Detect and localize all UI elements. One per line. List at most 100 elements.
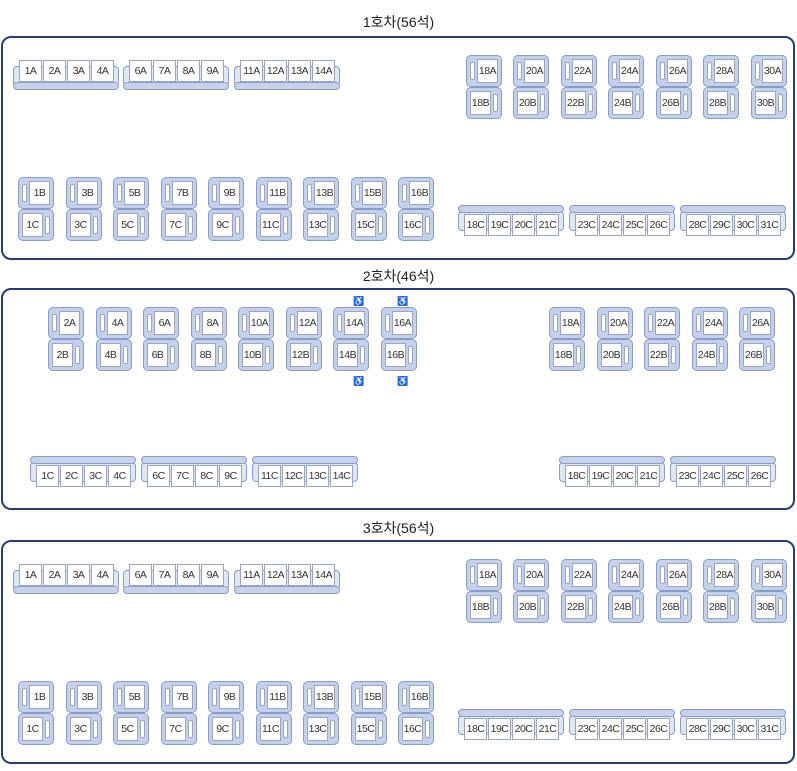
seat[interactable]: 19C — [589, 465, 612, 487]
seat[interactable]: 3C — [66, 713, 102, 745]
seat[interactable]: 14B — [333, 339, 369, 371]
seat[interactable]: 12C — [282, 465, 305, 487]
seat[interactable]: 7A — [153, 564, 176, 586]
seat[interactable]: 28A — [703, 559, 739, 591]
seat[interactable]: 25C — [724, 465, 747, 487]
seat[interactable]: 4A — [91, 60, 114, 82]
seat[interactable]: 8A — [177, 60, 200, 82]
seat[interactable]: 24B — [608, 591, 644, 623]
seat[interactable]: 7C — [161, 713, 197, 745]
seat[interactable]: 11C — [256, 209, 292, 241]
seat[interactable]: 15C — [351, 713, 387, 745]
seat[interactable]: 30A — [751, 55, 787, 87]
seat[interactable]: 9A — [201, 564, 224, 586]
seat[interactable]: 30A — [751, 559, 787, 591]
seat[interactable]: 7B — [161, 177, 197, 209]
seat[interactable]: 5B — [113, 681, 149, 713]
seat[interactable]: 18A — [549, 307, 585, 339]
seat[interactable]: 2A — [43, 564, 66, 586]
seat[interactable]: 7C — [171, 465, 194, 487]
seat[interactable]: 9B — [208, 681, 244, 713]
seat[interactable]: 24A — [608, 559, 644, 591]
seat[interactable]: 1C — [36, 465, 59, 487]
seat[interactable]: 1B — [18, 681, 54, 713]
seat[interactable]: 6C — [147, 465, 170, 487]
seat[interactable]: 22B — [644, 339, 680, 371]
seat[interactable]: 11A — [240, 60, 263, 82]
seat[interactable]: 28B — [703, 87, 739, 119]
seat[interactable]: 20C — [512, 214, 535, 236]
seat[interactable]: 30B — [751, 591, 787, 623]
seat[interactable]: 13A — [288, 564, 311, 586]
seat[interactable]: 12A — [264, 60, 287, 82]
seat[interactable]: 26C — [748, 465, 771, 487]
seat[interactable]: 24C — [599, 214, 622, 236]
seat[interactable]: 4C — [108, 465, 131, 487]
seat[interactable]: 1B — [18, 177, 54, 209]
seat[interactable]: 4B — [96, 339, 132, 371]
seat[interactable]: 1C — [18, 713, 54, 745]
seat[interactable]: 16C — [398, 209, 434, 241]
seat[interactable]: 5C — [113, 713, 149, 745]
seat[interactable]: 26B — [656, 87, 692, 119]
seat[interactable]: 16B — [398, 681, 434, 713]
seat[interactable]: 2B — [48, 339, 84, 371]
seat[interactable]: 6B — [143, 339, 179, 371]
seat[interactable]: 18C — [565, 465, 588, 487]
seat[interactable]: 21C — [637, 465, 660, 487]
seat[interactable]: 12A — [264, 564, 287, 586]
seat[interactable]: 22A — [644, 307, 680, 339]
seat[interactable]: 24B — [692, 339, 728, 371]
seat[interactable]: 29C — [710, 214, 733, 236]
seat[interactable]: 30C — [734, 214, 757, 236]
seat[interactable]: 18A — [466, 55, 502, 87]
seat[interactable]: 8A — [191, 307, 227, 339]
seat[interactable]: 15B — [351, 177, 387, 209]
seat[interactable]: 18B — [466, 87, 502, 119]
seat[interactable]: 28C — [686, 214, 709, 236]
seat[interactable]: 1A — [19, 60, 42, 82]
seat[interactable]: 2A — [48, 307, 84, 339]
seat[interactable]: 28B — [703, 591, 739, 623]
seat[interactable]: 9C — [208, 209, 244, 241]
seat[interactable]: 3B — [66, 681, 102, 713]
seat[interactable]: 5B — [113, 177, 149, 209]
seat[interactable]: 11C — [256, 713, 292, 745]
seat[interactable]: 16B — [398, 177, 434, 209]
seat[interactable]: 4A — [96, 307, 132, 339]
seat[interactable]: 25C — [623, 718, 646, 740]
seat[interactable]: 3A — [67, 564, 90, 586]
seat[interactable]: 16B — [381, 339, 417, 371]
seat[interactable]: 20A — [597, 307, 633, 339]
seat[interactable]: 6A — [129, 564, 152, 586]
seat[interactable]: 20B — [597, 339, 633, 371]
seat[interactable]: 6A — [143, 307, 179, 339]
seat[interactable]: 9C — [208, 713, 244, 745]
seat[interactable]: 9A — [201, 60, 224, 82]
seat[interactable]: 3C — [66, 209, 102, 241]
seat[interactable]: 20A — [513, 559, 549, 591]
seat[interactable]: 31C — [758, 214, 781, 236]
seat[interactable]: 14C — [330, 465, 353, 487]
seat[interactable]: 23C — [676, 465, 699, 487]
seat[interactable]: 13C — [303, 713, 339, 745]
seat[interactable]: 18C — [464, 214, 487, 236]
seat[interactable]: 8B — [191, 339, 227, 371]
seat[interactable]: 10A — [238, 307, 274, 339]
seat[interactable]: 13C — [306, 465, 329, 487]
seat[interactable]: 30C — [734, 718, 757, 740]
seat[interactable]: 9C — [219, 465, 242, 487]
seat[interactable]: 23C — [575, 214, 598, 236]
seat[interactable]: 19C — [488, 214, 511, 236]
seat[interactable]: 22B — [561, 87, 597, 119]
seat[interactable]: 18B — [549, 339, 585, 371]
seat[interactable]: 14A — [312, 564, 335, 586]
seat[interactable]: 5C — [113, 209, 149, 241]
seat[interactable]: 19C — [488, 718, 511, 740]
seat[interactable]: 15B — [351, 681, 387, 713]
seat[interactable]: 24B — [608, 87, 644, 119]
seat[interactable]: 26A — [739, 307, 775, 339]
seat[interactable]: 11C — [258, 465, 281, 487]
seat[interactable]: 8A — [177, 564, 200, 586]
seat[interactable]: 1C — [18, 209, 54, 241]
